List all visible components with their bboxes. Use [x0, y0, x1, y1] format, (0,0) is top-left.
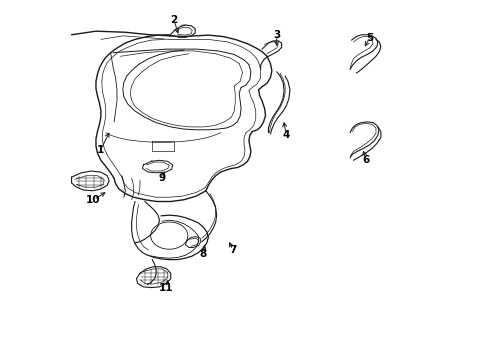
Text: 4: 4 — [283, 130, 290, 140]
Text: 9: 9 — [158, 173, 166, 183]
Text: 5: 5 — [366, 33, 373, 43]
Text: 1: 1 — [97, 144, 104, 154]
Text: 3: 3 — [273, 30, 280, 40]
Text: 2: 2 — [171, 15, 178, 26]
Text: 8: 8 — [200, 248, 207, 258]
Text: 6: 6 — [363, 155, 370, 165]
Text: 11: 11 — [159, 283, 173, 293]
Text: 10: 10 — [86, 195, 101, 205]
Text: 7: 7 — [229, 245, 237, 255]
